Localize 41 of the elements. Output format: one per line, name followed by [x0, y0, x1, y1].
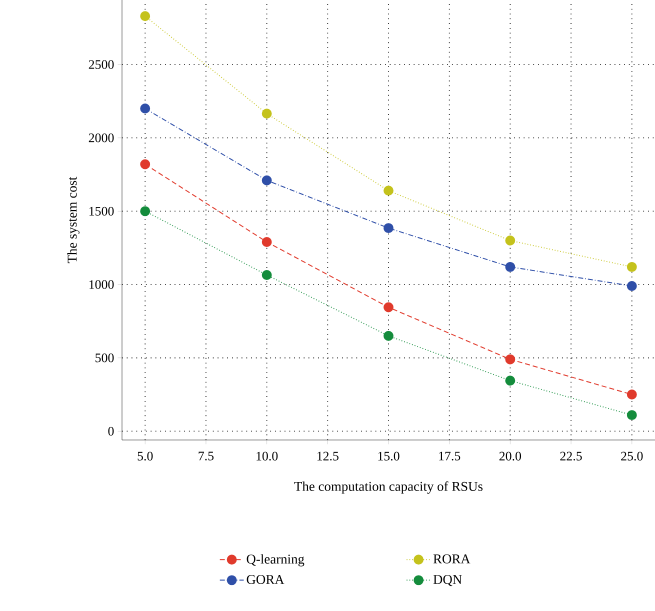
point [505, 354, 516, 364]
y-tick-label: 0 [108, 426, 114, 436]
point [262, 108, 272, 119]
point [384, 223, 394, 234]
point [262, 175, 272, 186]
y-tick-label: 1000 [89, 280, 114, 289]
point [262, 270, 272, 280]
x-tick-label: 20.0 [499, 452, 522, 461]
x-tick-label: 12.5 [317, 452, 338, 461]
y-tick-label: 500 [96, 354, 114, 362]
point [505, 376, 516, 386]
point [140, 11, 150, 22]
point [384, 330, 394, 341]
y-tick-label: 2000 [88, 134, 114, 142]
point [140, 159, 150, 170]
x-tick-label: 17.5 [439, 452, 460, 460]
point [626, 262, 637, 272]
point [384, 186, 394, 196]
point [626, 281, 637, 291]
point [505, 262, 516, 272]
point [505, 236, 516, 246]
y-axis-title: The system cost [67, 176, 80, 264]
x-tick-label: 15.0 [378, 452, 400, 461]
y-tick-label: 1500 [89, 206, 114, 216]
y-tick-label: 2500 [88, 60, 114, 69]
x-axis-title: The computation capacity of RSUs [294, 481, 483, 494]
point [626, 410, 637, 420]
point [262, 237, 272, 247]
legend-label: GORA [246, 574, 284, 584]
legend-label: DQN [433, 574, 462, 586]
point [140, 206, 150, 216]
point [384, 302, 394, 312]
legend-label: RORA [433, 554, 470, 564]
x-tick-label: 25.0 [621, 452, 643, 461]
x-tick-label: 5.0 [138, 452, 153, 461]
point [626, 390, 637, 400]
x-tick-label: 7.5 [198, 452, 214, 460]
point [140, 104, 150, 114]
x-tick-label: 10.0 [256, 452, 278, 461]
legend-label: Q-learning [246, 554, 304, 566]
x-tick-label: 22.5 [560, 452, 582, 461]
